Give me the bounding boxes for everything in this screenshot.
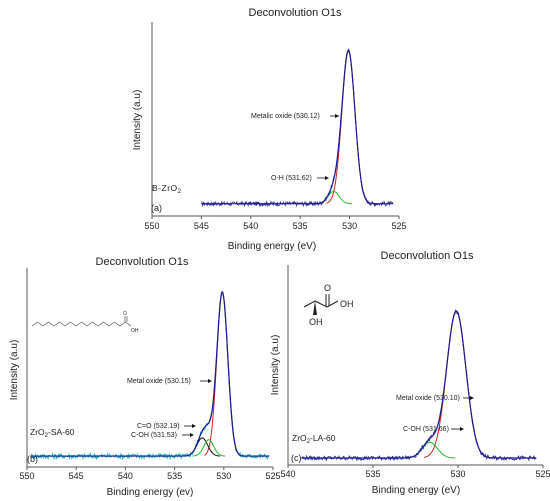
panel-a-sample-label: B-ZrO2 <box>152 183 182 195</box>
panel-c-letter: (c) <box>291 453 302 463</box>
stearic-acid-oh-label: OH <box>131 328 139 334</box>
panel-c-curves <box>301 309 537 462</box>
panel-a-tick-label-4: 530 <box>342 221 357 231</box>
panel-a-tick-label-2: 540 <box>243 221 258 231</box>
panel-c-tick-label-2: 530 <box>450 469 465 479</box>
stearic-acid-o-label: O <box>123 311 127 317</box>
panel-a-tick-label-5: 525 <box>391 221 406 231</box>
stearic-acid-structure: O OH <box>31 311 139 334</box>
panel-b-xlabel: Binding energy (ev) <box>107 487 194 498</box>
panel-c-peak-1-line <box>404 441 456 459</box>
panel-b-sample-label: ZrO2-SA-60 <box>30 427 75 439</box>
panel-b-peak-label-coh: C-OH (531.53) <box>131 432 177 439</box>
panel-a-tick-label-1: 545 <box>194 221 209 231</box>
panel-b-arrowhead-main <box>208 379 212 383</box>
panel-a-tick-label-0: 550 <box>144 221 159 231</box>
panel-b-letter: (b) <box>27 454 38 464</box>
panel-b-tick-label-4: 530 <box>216 471 231 481</box>
panel-c-xlabel: Binding energy (eV) <box>372 485 460 496</box>
panel-a-peak-label-oh: O-H (531.62) <box>271 175 312 182</box>
panel-c-sample-label: ZrO2-LA-60 <box>292 433 336 445</box>
panel-c-envelope-line <box>301 310 537 459</box>
panel-b-tick-label-0: 550 <box>19 471 34 481</box>
panel-a-arrowhead-main <box>335 114 339 118</box>
panel-c-peak-label-main: Metal oxide (530.10) <box>396 395 460 402</box>
panel-c-tick-label-1: 535 <box>365 469 380 479</box>
panel-a-letter: (a) <box>151 203 162 213</box>
panel-a-x-ticks: 550 545 540 535 530 525 <box>144 216 407 231</box>
panel-c: Deconvolution O1s 540 535 530 525 Binding e… <box>270 250 550 496</box>
panel-a-arrowhead-oh <box>325 176 329 180</box>
lactic-acid-oh-right: OH <box>340 299 354 309</box>
panel-b-arrowhead-coh <box>190 433 194 437</box>
panel-b-title: Deconvolution O1s <box>96 256 189 268</box>
panel-b-tick-label-2: 540 <box>118 471 133 481</box>
panel-b-peak-label-co: C=O (532.19) <box>137 423 180 430</box>
lactic-acid-bonds <box>303 300 339 308</box>
panel-c-title: Deconvolution O1s <box>381 250 474 262</box>
panel-b-arrowhead-co <box>192 424 196 428</box>
panel-b-peak-0-line <box>204 291 241 456</box>
panel-a-xlabel: Binding energy (eV) <box>228 241 316 252</box>
panel-b-curves <box>30 290 270 461</box>
panel-c-tick-label-0: 540 <box>280 469 295 479</box>
panel-c-arrowhead-main <box>470 396 474 400</box>
lactic-acid-o-label: O <box>324 283 331 293</box>
lactic-acid-wedge <box>313 301 317 315</box>
panel-a-ylabel: Intensity (a.u) <box>132 90 143 151</box>
panel-a-raw-data-line <box>201 48 394 208</box>
panel-c-tick-label-3: 525 <box>535 469 550 479</box>
panel-b-tick-label-3: 535 <box>167 471 182 481</box>
panel-b: Deconvolution O1s 550 545 540 535 530 525 Bin… <box>9 256 281 498</box>
panel-b-peak-label-main: Metal oxide (530.15) <box>127 378 191 385</box>
lactic-acid-oh-bottom: OH <box>309 317 323 327</box>
panel-c-arrowhead-coh <box>460 427 464 431</box>
panel-a-title: Deconvolution O1s <box>249 7 342 19</box>
stearic-acid-chain <box>31 321 132 327</box>
panel-a-tick-label-3: 535 <box>293 221 308 231</box>
panel-c-peak-label-coh: C-OH (531.66) <box>403 426 449 433</box>
panel-b-peak-2-line <box>192 439 226 457</box>
panel-c-raw-data-line <box>301 309 537 462</box>
panel-a-envelope-line <box>201 49 394 205</box>
panel-a-curves <box>201 48 394 208</box>
panel-b-tick-label-5: 525 <box>265 471 280 481</box>
panel-b-x-ticks: 550 545 540 535 530 525 <box>19 467 281 481</box>
panel-b-ylabel: Intensity (a.u) <box>9 340 20 401</box>
panel-b-tick-label-1: 545 <box>69 471 84 481</box>
lactic-acid-structure: O OH OH <box>303 283 354 327</box>
panel-a-peak-label-main: Metalic oxide (530.12) <box>251 113 320 120</box>
panel-c-x-ticks: 540 535 530 525 <box>280 465 550 479</box>
panel-a: Deconvolution O1s 550 545 540 535 530 525 Bin… <box>132 7 407 252</box>
panel-c-ylabel: Intensity (a.u) <box>270 335 281 396</box>
panel-b-envelope-line <box>30 290 270 457</box>
